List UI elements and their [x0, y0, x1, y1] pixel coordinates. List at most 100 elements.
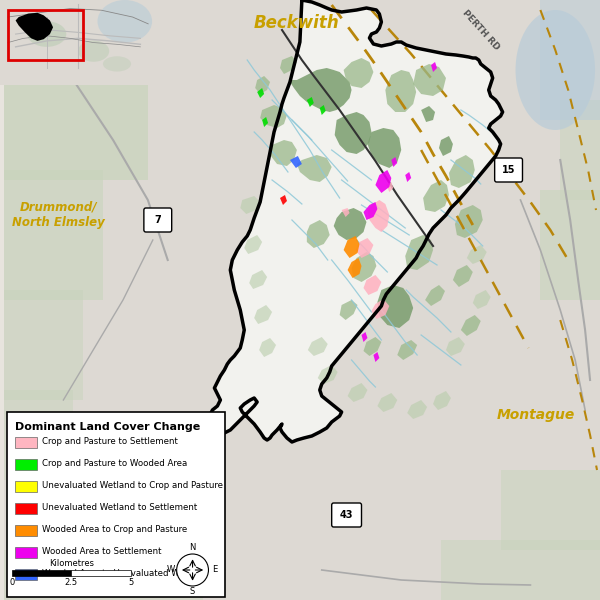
Text: Wooded Area to Crop and Pasture: Wooded Area to Crop and Pasture: [41, 526, 187, 535]
Text: Wooded Area to Settlement: Wooded Area to Settlement: [41, 547, 161, 557]
Polygon shape: [344, 236, 359, 258]
Ellipse shape: [78, 40, 109, 62]
Polygon shape: [259, 338, 276, 357]
Bar: [8, 10, 83, 59]
Polygon shape: [461, 315, 481, 336]
Polygon shape: [240, 196, 260, 214]
Polygon shape: [361, 332, 367, 342]
Polygon shape: [307, 220, 330, 248]
Polygon shape: [371, 299, 389, 319]
Polygon shape: [255, 76, 270, 94]
Polygon shape: [439, 136, 453, 156]
Polygon shape: [364, 337, 382, 356]
Bar: [541, 190, 600, 300]
Polygon shape: [405, 172, 411, 182]
Text: 5: 5: [128, 578, 134, 587]
Polygon shape: [280, 195, 287, 205]
Text: Wooded Area to Unevaluated Wetland: Wooded Area to Unevaluated Wetland: [41, 569, 206, 578]
Polygon shape: [405, 235, 433, 270]
Polygon shape: [449, 155, 475, 188]
Polygon shape: [421, 106, 435, 122]
Text: Drummond/
North Elmsley: Drummond/ North Elmsley: [12, 201, 105, 229]
Polygon shape: [431, 62, 437, 72]
Polygon shape: [262, 117, 268, 127]
Polygon shape: [413, 64, 446, 96]
Polygon shape: [397, 340, 417, 360]
Polygon shape: [344, 58, 373, 88]
Polygon shape: [335, 112, 371, 154]
Text: Unevaluated Wetland to Crop and Pasture: Unevaluated Wetland to Crop and Pasture: [41, 481, 223, 491]
Polygon shape: [386, 182, 394, 192]
Bar: [500, 470, 600, 550]
Polygon shape: [352, 252, 376, 282]
Text: 2.5: 2.5: [65, 578, 78, 587]
Polygon shape: [347, 383, 367, 402]
Polygon shape: [376, 170, 391, 193]
Polygon shape: [270, 140, 297, 166]
Polygon shape: [433, 391, 451, 410]
Bar: [14, 458, 37, 469]
Polygon shape: [453, 265, 473, 287]
Bar: [11, 570, 71, 576]
Text: Crop and Pasture to Wooded Area: Crop and Pasture to Wooded Area: [41, 460, 187, 469]
Ellipse shape: [103, 56, 131, 71]
Polygon shape: [211, 0, 503, 442]
Bar: [14, 569, 37, 580]
Polygon shape: [364, 275, 382, 295]
Polygon shape: [377, 285, 413, 328]
Text: Unevaluated Wetland to Settlement: Unevaluated Wetland to Settlement: [41, 503, 197, 512]
Polygon shape: [297, 155, 332, 182]
Text: W: W: [167, 565, 175, 575]
Polygon shape: [373, 352, 379, 362]
Polygon shape: [425, 285, 445, 306]
Text: Kilometres: Kilometres: [49, 559, 94, 568]
FancyBboxPatch shape: [332, 503, 361, 527]
Bar: [7, 412, 226, 597]
Polygon shape: [290, 68, 352, 112]
Polygon shape: [257, 88, 264, 98]
Bar: [541, 0, 600, 120]
Text: 0: 0: [9, 578, 14, 587]
Text: 15: 15: [502, 165, 515, 175]
Ellipse shape: [515, 10, 595, 130]
Text: Crop and Pasture to Settlement: Crop and Pasture to Settlement: [41, 437, 178, 446]
Text: S: S: [190, 587, 195, 596]
Bar: [560, 100, 600, 200]
Text: Beckwith: Beckwith: [254, 14, 340, 32]
Polygon shape: [391, 157, 397, 167]
Text: E: E: [212, 565, 217, 575]
Polygon shape: [254, 305, 272, 324]
Bar: [4, 0, 148, 180]
Bar: [14, 503, 37, 514]
Polygon shape: [334, 208, 367, 240]
Polygon shape: [385, 70, 416, 112]
Polygon shape: [423, 180, 449, 212]
Ellipse shape: [98, 0, 152, 43]
Polygon shape: [455, 205, 483, 238]
Bar: [14, 547, 37, 557]
Polygon shape: [308, 337, 328, 356]
Polygon shape: [364, 202, 377, 220]
Text: 7: 7: [154, 215, 161, 225]
Bar: [4, 550, 203, 600]
Polygon shape: [320, 105, 326, 115]
Polygon shape: [318, 365, 338, 384]
FancyBboxPatch shape: [494, 158, 523, 182]
Bar: [14, 481, 37, 491]
Polygon shape: [446, 337, 465, 356]
Bar: [441, 540, 600, 600]
Polygon shape: [280, 56, 297, 74]
Polygon shape: [16, 13, 53, 41]
Polygon shape: [347, 258, 361, 278]
Polygon shape: [340, 300, 358, 320]
Polygon shape: [377, 393, 397, 412]
Bar: [4, 390, 73, 480]
Text: Dominant Land Cover Change: Dominant Land Cover Change: [14, 422, 200, 432]
Polygon shape: [367, 128, 401, 168]
Polygon shape: [407, 400, 427, 419]
Ellipse shape: [28, 22, 67, 47]
Polygon shape: [356, 238, 373, 258]
Bar: [4, 290, 83, 400]
Bar: [14, 437, 37, 448]
Text: N: N: [190, 544, 196, 553]
